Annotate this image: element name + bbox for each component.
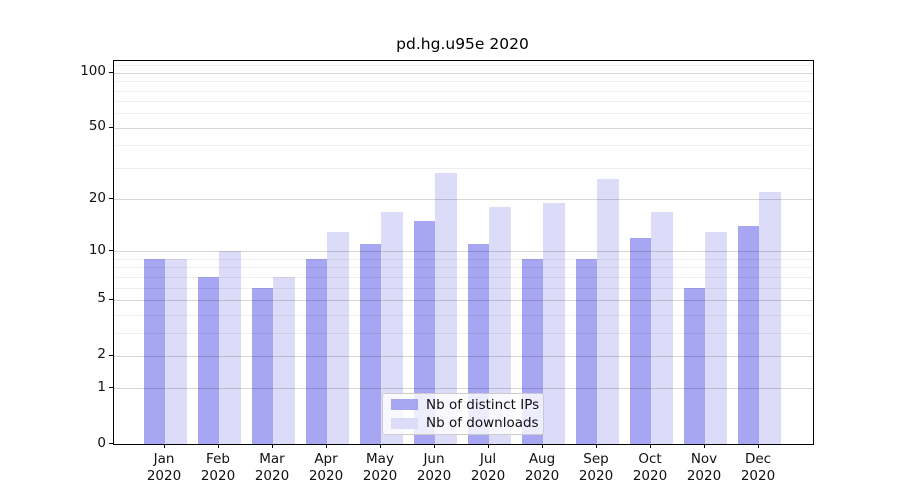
bar-mar-distinct-ips	[251, 287, 273, 444]
gridline-major	[114, 388, 813, 390]
legend-item-distinct-ips: Nb of distinct IPs	[391, 397, 539, 413]
x-tick-mark	[650, 444, 651, 448]
gridline-minor	[114, 267, 813, 269]
gridline-minor	[114, 276, 813, 278]
x-tick-mark	[164, 444, 165, 448]
y-tick-label: 0	[97, 434, 106, 451]
bar-aug-downloads	[543, 203, 565, 444]
y-tick-mark	[109, 354, 113, 356]
bar-may-downloads	[381, 211, 403, 444]
gridline-minor	[114, 145, 813, 147]
gridline-minor	[114, 81, 813, 83]
x-tick-mark	[326, 444, 327, 448]
bar-oct-distinct-ips	[629, 237, 651, 444]
y-tick-mark	[109, 443, 113, 444]
legend-item-downloads: Nb of downloads	[391, 415, 539, 431]
gridline-minor	[114, 101, 813, 103]
bar-oct-downloads	[651, 211, 673, 444]
bar-apr-distinct-ips	[305, 258, 327, 444]
x-tick-mark	[542, 444, 543, 448]
bar-dec-downloads	[759, 191, 781, 444]
y-tick-label: 50	[88, 118, 106, 135]
gridline-minor	[114, 113, 813, 115]
bar-jan-distinct-ips	[143, 258, 165, 444]
x-tick-mark	[380, 444, 381, 448]
chart-title: pd.hg.u95e 2020	[396, 35, 529, 53]
gridline-major	[114, 199, 813, 201]
gridline-minor	[114, 287, 813, 289]
x-tick-mark	[758, 444, 759, 448]
x-tick-label: Mar 2020	[254, 451, 290, 484]
x-tick-label: May 2020	[362, 451, 398, 484]
bar-sep-downloads	[597, 178, 619, 444]
bar-nov-downloads	[705, 231, 727, 444]
y-tick-label: 5	[97, 290, 106, 307]
plot-area: Nb of distinct IPs Nb of downloads	[113, 60, 814, 445]
x-tick-label: Apr 2020	[308, 451, 344, 484]
y-tick-label: 1	[97, 378, 106, 395]
x-tick-label: Sep 2020	[578, 451, 614, 484]
x-tick-mark	[434, 444, 435, 448]
x-tick-label: Oct 2020	[632, 451, 668, 484]
gridline-minor	[114, 65, 813, 67]
legend-label-distinct-ips: Nb of distinct IPs	[426, 396, 540, 413]
y-tick-label: 20	[88, 189, 106, 206]
x-tick-label: Dec 2020	[740, 451, 776, 484]
gridline-major	[114, 355, 813, 357]
x-tick-label: Nov 2020	[686, 451, 722, 484]
x-tick-label: Jan 2020	[146, 451, 182, 484]
y-tick-mark	[109, 250, 113, 252]
x-tick-mark	[596, 444, 597, 448]
x-tick-mark	[704, 444, 705, 448]
x-tick-label: Jun 2020	[416, 451, 452, 484]
legend: Nb of distinct IPs Nb of downloads	[382, 393, 544, 435]
y-tick-label: 2	[97, 346, 106, 363]
x-tick-mark	[272, 444, 273, 448]
gridline-minor	[114, 90, 813, 92]
y-tick-mark	[109, 198, 113, 200]
gridline-major	[114, 127, 813, 129]
gridline-major	[114, 299, 813, 301]
grid-layer	[114, 61, 813, 444]
legend-swatch-downloads	[391, 417, 418, 429]
bar-jul-downloads	[489, 207, 511, 444]
bar-apr-downloads	[327, 231, 349, 444]
bar-feb-downloads	[219, 251, 241, 444]
x-tick-mark	[218, 444, 219, 448]
gridline-minor	[114, 167, 813, 169]
y-tick-label: 100	[80, 63, 106, 80]
bar-jan-downloads	[165, 258, 187, 444]
bar-feb-distinct-ips	[197, 276, 219, 444]
y-tick-mark	[109, 71, 113, 73]
x-tick-mark	[488, 444, 489, 448]
bar-may-distinct-ips	[359, 244, 381, 444]
bar-sep-distinct-ips	[575, 258, 597, 444]
bar-nov-distinct-ips	[683, 287, 705, 444]
legend-swatch-distinct-ips	[391, 399, 418, 411]
gridline-minor	[114, 332, 813, 334]
gridline-major	[114, 72, 813, 74]
bar-dec-distinct-ips	[737, 226, 759, 444]
x-tick-label: Feb 2020	[200, 451, 236, 484]
y-tick-mark	[109, 298, 113, 300]
gridline-minor	[114, 314, 813, 316]
bar-jun-distinct-ips	[413, 221, 435, 444]
gridline-minor	[114, 258, 813, 260]
y-tick-label: 10	[88, 241, 106, 258]
y-tick-mark	[109, 126, 113, 128]
gridline-major	[114, 251, 813, 253]
x-tick-label: Aug 2020	[524, 451, 560, 484]
x-tick-label: Jul 2020	[470, 451, 506, 484]
y-tick-mark	[109, 387, 113, 389]
legend-label-downloads: Nb of downloads	[426, 415, 539, 432]
bar-mar-downloads	[273, 276, 295, 444]
bar-jun-downloads	[435, 173, 457, 444]
